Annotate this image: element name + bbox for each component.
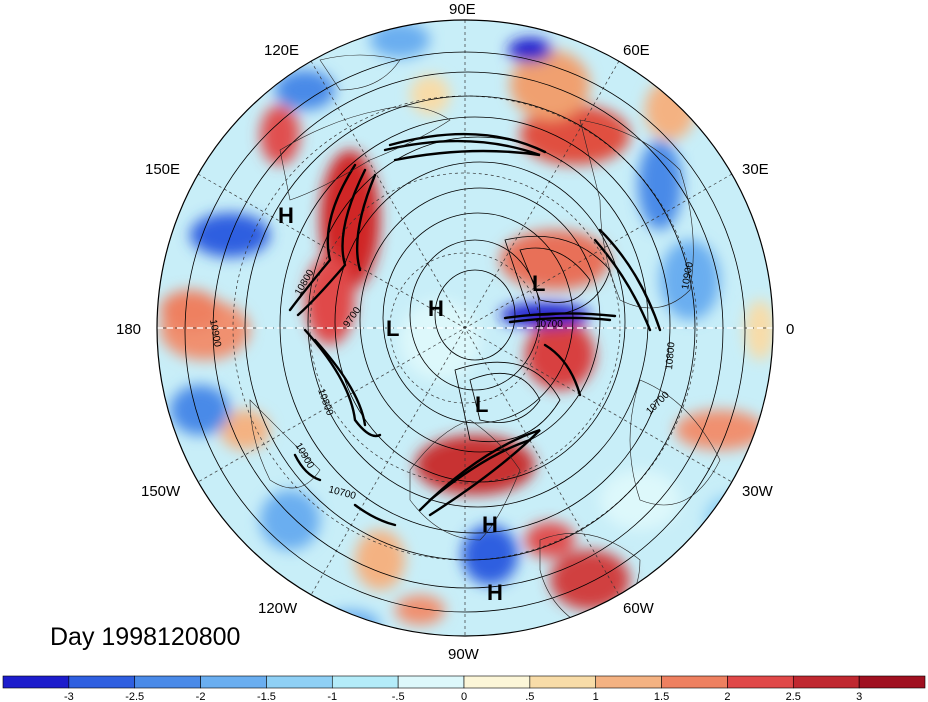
lon-label: 150W bbox=[141, 483, 181, 500]
lon-label: 90W bbox=[448, 646, 480, 663]
colorbar-swatch bbox=[2, 675, 70, 689]
colorbar-swatch bbox=[134, 675, 201, 689]
colorbar-tick-label: 1 bbox=[593, 691, 599, 702]
low-center: L bbox=[475, 392, 488, 417]
colorbar-swatch bbox=[200, 675, 267, 689]
colorbar-tick-label: -1.5 bbox=[257, 691, 276, 702]
high-center: H bbox=[278, 203, 294, 228]
colorbar-swatch bbox=[595, 675, 662, 689]
low-center: L bbox=[532, 271, 545, 296]
lon-label: 90E bbox=[449, 1, 476, 18]
contour-label: 10900 bbox=[680, 261, 696, 291]
jet-contours bbox=[288, 132, 662, 527]
colorbar-swatch bbox=[529, 675, 597, 689]
contour-label: 10900 bbox=[207, 319, 223, 349]
map-boundary bbox=[156, 19, 774, 637]
lon-label: 60W bbox=[623, 600, 655, 617]
colorbar-tick-label: -3 bbox=[64, 691, 74, 702]
high-center: H bbox=[482, 512, 498, 537]
colorbar: -3 -2.5 -2 -1.5 -1 -.5 0 .5 1 1.5 2 2.5 3 bbox=[2, 675, 926, 702]
colorbar-tick-label: -.5 bbox=[392, 691, 405, 702]
longitude-labels: 90E 60E 30E 0 30W 60W 90W 120W 150W 180 … bbox=[116, 1, 794, 663]
colorbar-swatch bbox=[68, 675, 136, 689]
colorbar-swatch bbox=[331, 675, 399, 689]
lon-label: 150E bbox=[145, 161, 180, 178]
anomaly-field bbox=[157, 20, 773, 636]
map-title: Day 1998120800 bbox=[50, 623, 240, 651]
high-center: H bbox=[487, 580, 503, 605]
colorbar-tick-label: -2 bbox=[196, 691, 206, 702]
lon-label: 120E bbox=[264, 42, 299, 59]
colorbar-swatch bbox=[858, 675, 926, 689]
lon-label: 30E bbox=[742, 161, 769, 178]
colorbar-swatch bbox=[727, 675, 794, 689]
colorbar-tick-label: -1 bbox=[327, 691, 337, 702]
colorbar-swatch bbox=[266, 675, 333, 689]
colorbar-tick-label: 3 bbox=[856, 691, 862, 702]
colorbar-tick-label: 2 bbox=[724, 691, 730, 702]
colorbar-tick-label: -2.5 bbox=[125, 691, 144, 702]
low-center: L bbox=[386, 316, 399, 341]
lon-label: 120W bbox=[258, 600, 298, 617]
high-center: H bbox=[428, 296, 444, 321]
pressure-center-group: H L L H L H H bbox=[278, 203, 545, 605]
lon-label: 60E bbox=[623, 42, 650, 59]
lon-label: 30W bbox=[742, 483, 774, 500]
colorbar-swatch bbox=[463, 675, 531, 689]
lon-label: 180 bbox=[116, 321, 141, 338]
contour-label: 10700 bbox=[535, 319, 563, 330]
lon-label: 0 bbox=[786, 321, 794, 338]
colorbar-swatch bbox=[397, 675, 465, 689]
colorbar-tick-label: 1.5 bbox=[654, 691, 669, 702]
colorbar-swatch bbox=[661, 675, 728, 689]
colorbar-tick-label: 2.5 bbox=[786, 691, 801, 702]
contour-label: 10800 bbox=[664, 341, 677, 370]
colorbar-swatch bbox=[792, 675, 860, 689]
colorbar-tick-label: 0 bbox=[461, 691, 467, 702]
colorbar-tick-label: .5 bbox=[525, 691, 534, 702]
